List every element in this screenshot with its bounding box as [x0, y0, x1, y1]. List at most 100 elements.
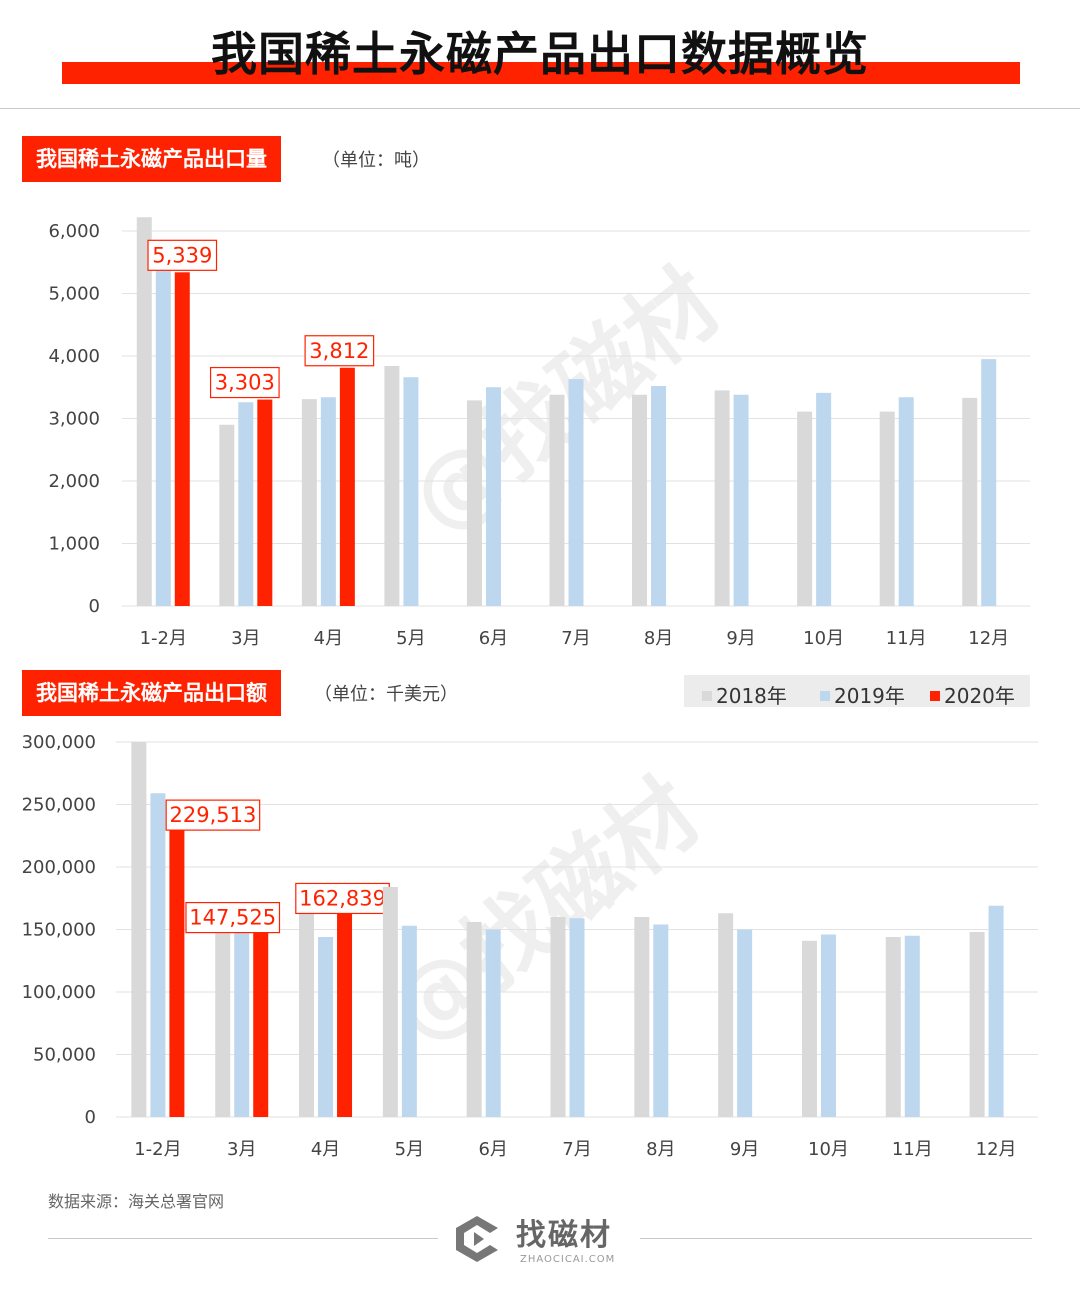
footer-rule-right [640, 1238, 1032, 1239]
chart2-title: 我国稀土永磁产品出口额 [22, 670, 281, 716]
y-tick-label: 0 [85, 1107, 96, 1128]
bar-2018年-12月 [969, 932, 985, 1117]
chart2-unit: （单位：千美元） [314, 684, 458, 705]
bar-2019年-9月 [733, 394, 749, 606]
y-tick-label: 100,000 [22, 982, 96, 1003]
x-tick-label: 6月 [479, 628, 508, 649]
bar-2018年-5月 [384, 366, 400, 606]
bar-2020年-3月 [253, 932, 269, 1117]
bar-2019年-6月 [485, 929, 501, 1117]
bar-2018年-7月 [549, 394, 565, 606]
y-tick-label: 1,000 [48, 534, 100, 555]
bar-2018年-1-2月 [131, 742, 147, 1117]
x-tick-label: 8月 [644, 628, 673, 649]
logo-subtext: ZHAOCICAI.COM [520, 1254, 616, 1265]
y-tick-label: 150,000 [22, 920, 96, 941]
y-tick-label: 0 [89, 596, 100, 617]
data-label-box [165, 799, 261, 831]
data-label: 229,513 [169, 803, 256, 827]
bar-2019年-11月 [904, 935, 920, 1117]
bar-2019年-10月 [816, 392, 832, 606]
x-tick-label: 4月 [311, 1139, 340, 1160]
legend-swatch-2018 [702, 691, 712, 701]
bar-2018年-9月 [718, 913, 734, 1117]
logo-text: 找磁材 [516, 1218, 612, 1253]
bar-2018年-8月 [634, 917, 650, 1117]
x-tick-label: 5月 [396, 628, 425, 649]
y-tick-label: 50,000 [33, 1045, 96, 1066]
x-tick-label: 10月 [808, 1139, 849, 1160]
x-tick-label: 9月 [726, 628, 755, 649]
data-label-box [304, 335, 375, 367]
bar-2018年-3月 [215, 933, 231, 1117]
bar-2019年-5月 [401, 925, 417, 1117]
x-tick-label: 11月 [892, 1139, 933, 1160]
data-label: 162,839 [299, 886, 386, 910]
source-note: 数据来源：海关总署官网 [48, 1192, 225, 1211]
bar-2020年-4月 [339, 367, 355, 606]
bar-2018年-7月 [550, 917, 566, 1117]
data-label: 5,339 [152, 243, 212, 267]
x-tick-label: 7月 [561, 628, 590, 649]
bar-2019年-3月 [234, 932, 250, 1117]
bar-2019年-4月 [318, 937, 334, 1117]
bar-2019年-7月 [569, 918, 585, 1117]
bar-2018年-4月 [301, 399, 317, 606]
x-tick-label: 1-2月 [134, 1139, 181, 1160]
x-tick-label: 12月 [976, 1139, 1017, 1160]
bar-2020年-3月 [257, 399, 273, 606]
page-title: 我国稀土永磁产品出口数据概览 [211, 27, 869, 81]
y-tick-label: 3,000 [48, 409, 100, 430]
chart1-title: 我国稀土永磁产品出口量 [22, 136, 281, 182]
chart2-plot: 0 50,000 100,000 150,000 200,000 250,000 300,0… [22, 732, 1038, 1160]
bar-2019年-8月 [653, 924, 669, 1117]
bar-2018年-10月 [801, 940, 817, 1117]
bar-2018年-4月 [299, 913, 315, 1117]
bar-2019年-7月 [568, 379, 584, 606]
footer-rule-left [48, 1238, 438, 1239]
y-tick-label: 200,000 [22, 857, 96, 878]
bar-2018年-10月 [797, 411, 813, 606]
bar-2018年-1-2月 [136, 217, 152, 606]
bar-2018年-6月 [466, 922, 482, 1117]
chart2-legend: 2018年 2019年 2020年 [684, 675, 1030, 709]
legend-label-2018: 2018年 [716, 684, 787, 708]
x-tick-label: 10月 [803, 628, 844, 649]
bar-2020年-1-2月 [174, 272, 190, 606]
bar-2018年-8月 [632, 394, 648, 606]
x-tick-label: 11月 [886, 628, 927, 649]
chart1-unit: （单位：吨） [322, 150, 430, 171]
bar-2019年-12月 [988, 905, 1004, 1117]
title-divider [0, 108, 1080, 109]
x-tick-label: 12月 [968, 628, 1009, 649]
data-label-box [147, 239, 218, 271]
bar-2019年-4月 [320, 397, 336, 606]
bar-2019年-6月 [485, 387, 501, 606]
x-tick-label: 8月 [646, 1139, 675, 1160]
bar-2018年-9月 [714, 390, 730, 606]
bar-2019年-11月 [898, 397, 914, 606]
bar-2018年-3月 [219, 424, 235, 606]
legend-item-2018: 2018年 [702, 680, 787, 709]
x-tick-label: 4月 [314, 628, 343, 649]
data-label-box [185, 901, 281, 934]
bar-2018年-5月 [382, 887, 398, 1117]
bar-2019年-12月 [981, 359, 997, 606]
logo-icon [456, 1216, 498, 1262]
bar-2019年-1-2月 [155, 240, 171, 606]
title-underline-bar [62, 62, 1020, 84]
y-tick-label: 5,000 [48, 284, 100, 305]
x-tick-label: 6月 [478, 1139, 507, 1160]
data-label: 147,525 [189, 906, 276, 930]
bar-2019年-9月 [737, 929, 753, 1117]
data-label: 3,812 [309, 339, 369, 363]
data-label: 3,303 [215, 371, 275, 395]
legend-swatch-2019 [820, 691, 830, 701]
bar-2018年-6月 [466, 400, 482, 606]
legend-swatch-2020 [930, 691, 940, 701]
bar-2018年-12月 [962, 397, 978, 606]
bar-2019年-8月 [651, 386, 667, 606]
legend-item-2020: 2020年 [930, 680, 1015, 709]
bar-2019年-1-2月 [150, 793, 166, 1117]
bar-2020年-4月 [337, 913, 353, 1117]
